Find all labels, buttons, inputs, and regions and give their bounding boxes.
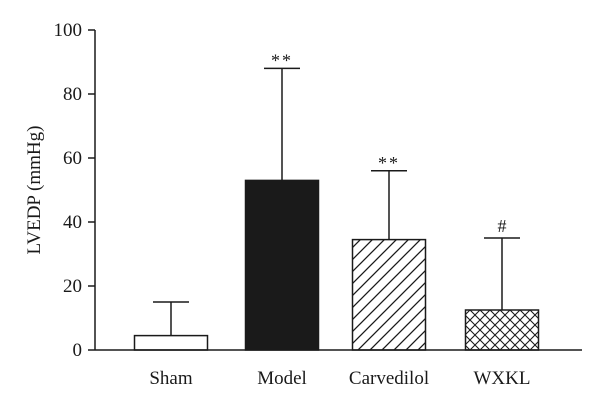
significance-label-model: ** xyxy=(271,50,293,70)
y-tick-label: 60 xyxy=(63,148,82,169)
x-axis-labels: Sham Model Carvedilol WXKL xyxy=(149,368,530,389)
y-axis-title: LVEDP (mmHg) xyxy=(24,126,45,255)
bar-model xyxy=(244,179,320,351)
y-tick-label: 80 xyxy=(63,84,82,105)
y-tick-label: 40 xyxy=(63,212,82,233)
bar-carvedilol xyxy=(351,238,427,351)
x-tick-label-carvedilol: Carvedilol xyxy=(349,368,429,389)
y-tick-label: 20 xyxy=(63,276,82,297)
x-tick-label-model: Model xyxy=(257,368,307,389)
bar-wxkl xyxy=(464,309,540,351)
y-axis-ticks: 0 20 40 60 80 100 xyxy=(54,20,95,361)
y-tick-label: 100 xyxy=(54,20,83,41)
bar-sham xyxy=(133,334,209,351)
bars: ** ** # xyxy=(133,50,540,351)
significance-label-wxkl: # xyxy=(498,216,507,236)
x-tick-label-sham: Sham xyxy=(149,368,193,389)
x-tick-label-wxkl: WXKL xyxy=(474,368,531,389)
y-tick-label: 0 xyxy=(73,340,83,361)
significance-label-carvedilol: ** xyxy=(378,153,400,173)
